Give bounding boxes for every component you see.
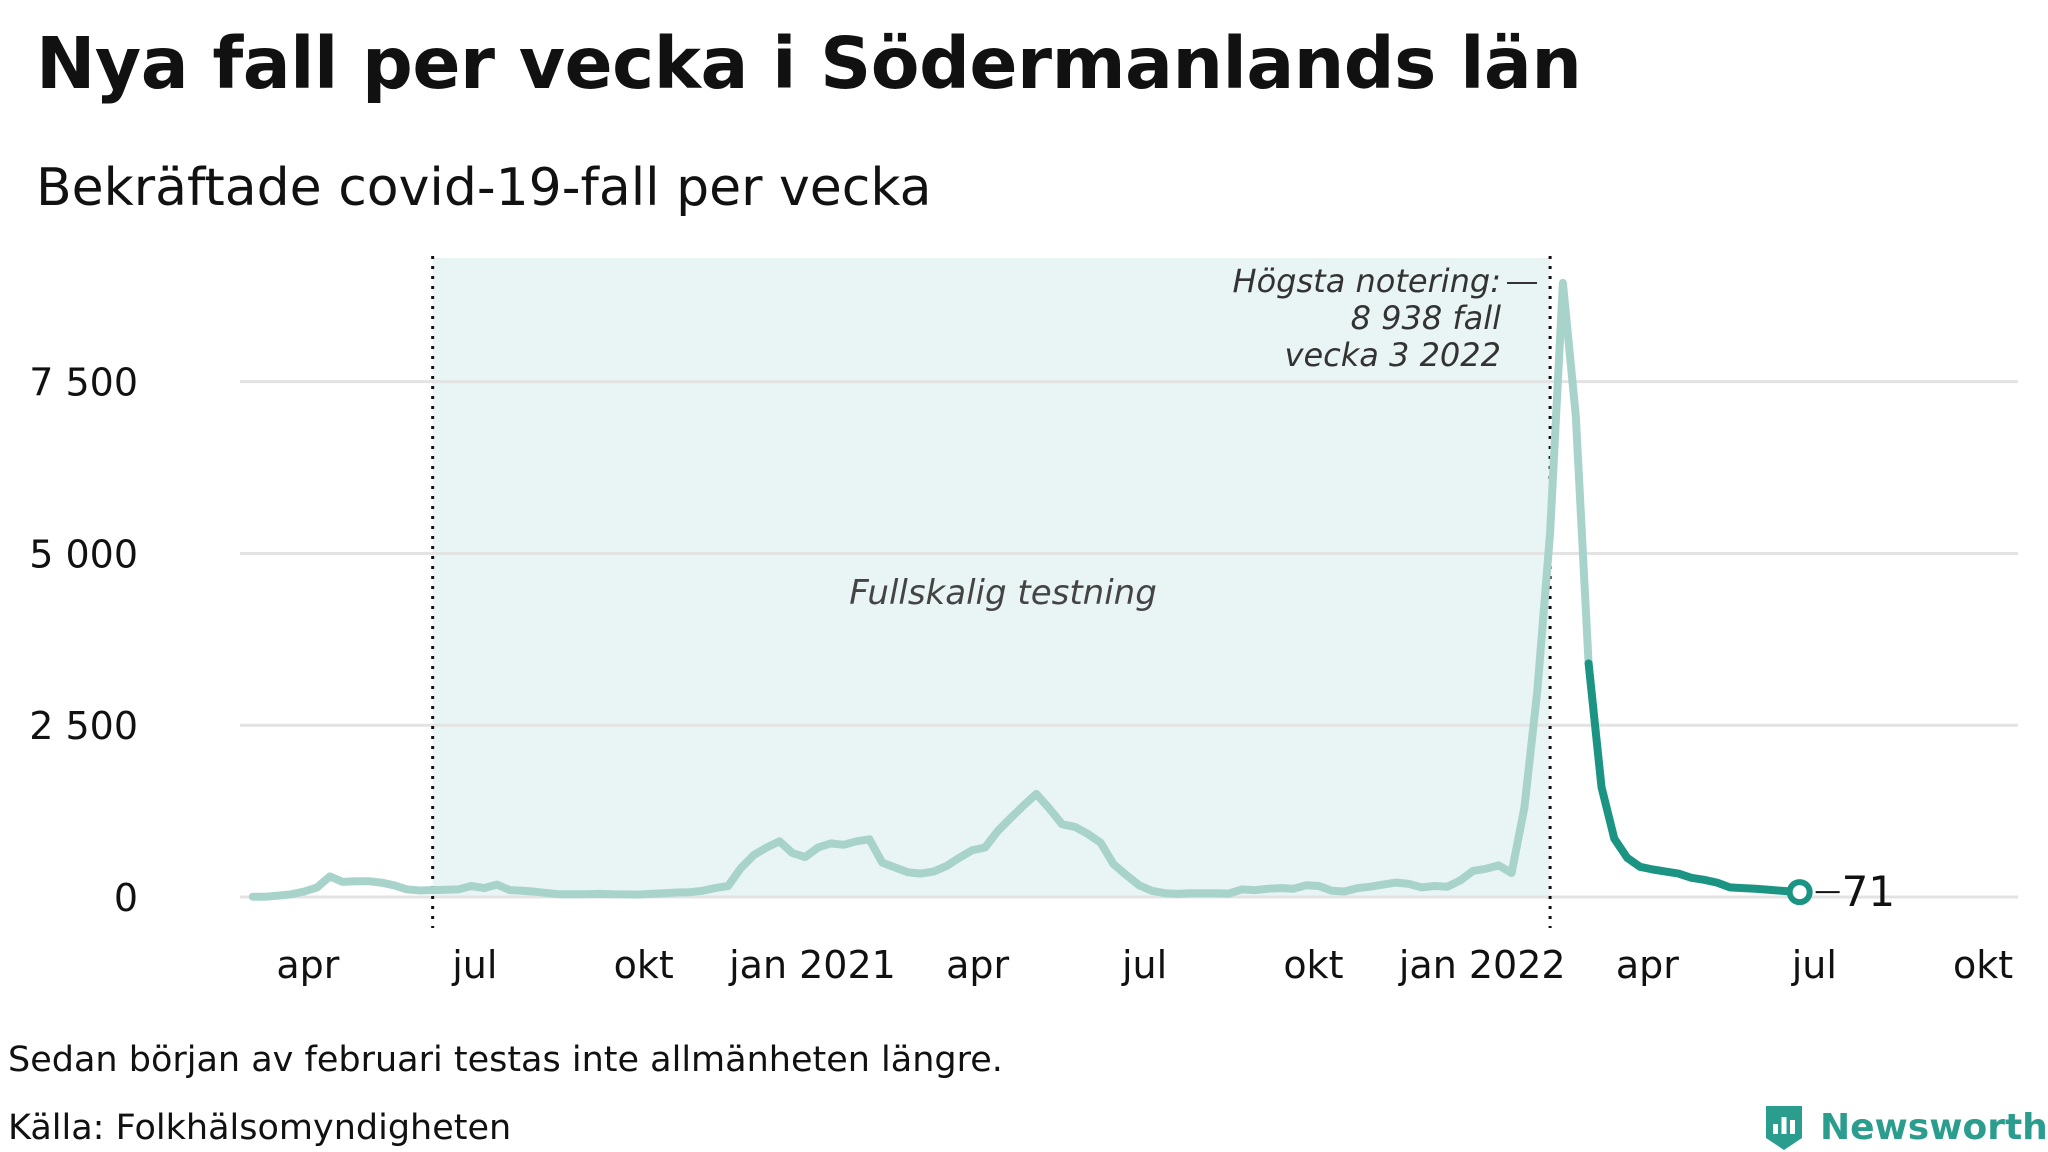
x-tick-label: jan 2022 — [1398, 943, 1566, 987]
x-tick-label: okt — [614, 943, 674, 987]
shaded-region — [432, 258, 1551, 897]
peak-annotation-line: vecka 3 2022 — [1285, 336, 1502, 374]
y-tick-label: 0 — [114, 876, 138, 920]
source-note: Källa: Folkhälsomyndigheten — [8, 1108, 512, 1148]
series-line-dark — [1584, 659, 1811, 897]
series-line-light — [248, 278, 1593, 901]
x-tick-label: okt — [1283, 943, 1343, 987]
region-label: Fullskalig testning — [849, 573, 1157, 613]
end-point-marker — [1786, 879, 1813, 906]
x-tick-label: jul — [1791, 943, 1837, 987]
y-tick-label: 5 000 — [29, 532, 138, 576]
chart-subtitle: Bekräftade covid-19-fall per vecka — [36, 158, 932, 218]
brand-name: Newsworthy — [1820, 1106, 2048, 1148]
x-tick-label: okt — [1953, 943, 2013, 987]
y-tick-label: 7 500 — [29, 361, 138, 405]
x-tick-label: apr — [946, 943, 1009, 987]
chart-title: Nya fall per vecka i Södermanlands län — [36, 22, 1582, 105]
x-tick-label: apr — [1616, 943, 1679, 987]
x-tick-label: jan 2021 — [728, 943, 896, 987]
y-tick-label: 2 500 — [29, 704, 138, 748]
line-chart: 0 2 500 5 000 7 500 Fullskalig testning Högst… — [29, 256, 2018, 987]
end-value-label: 71 — [1842, 867, 1895, 916]
x-tick-label: apr — [276, 943, 339, 987]
footnote: Sedan början av februari testas inte all… — [8, 1040, 1003, 1080]
brand-logo: Newsworthy — [1762, 1102, 2048, 1152]
peak-annotation-line: Högsta notering: — [1233, 262, 1501, 300]
x-tick-label: jul — [1121, 943, 1167, 987]
peak-annotation-line: 8 938 fall — [1351, 299, 1502, 337]
newsworthy-logo-icon — [1766, 1106, 1802, 1150]
x-tick-label: jul — [451, 943, 497, 987]
